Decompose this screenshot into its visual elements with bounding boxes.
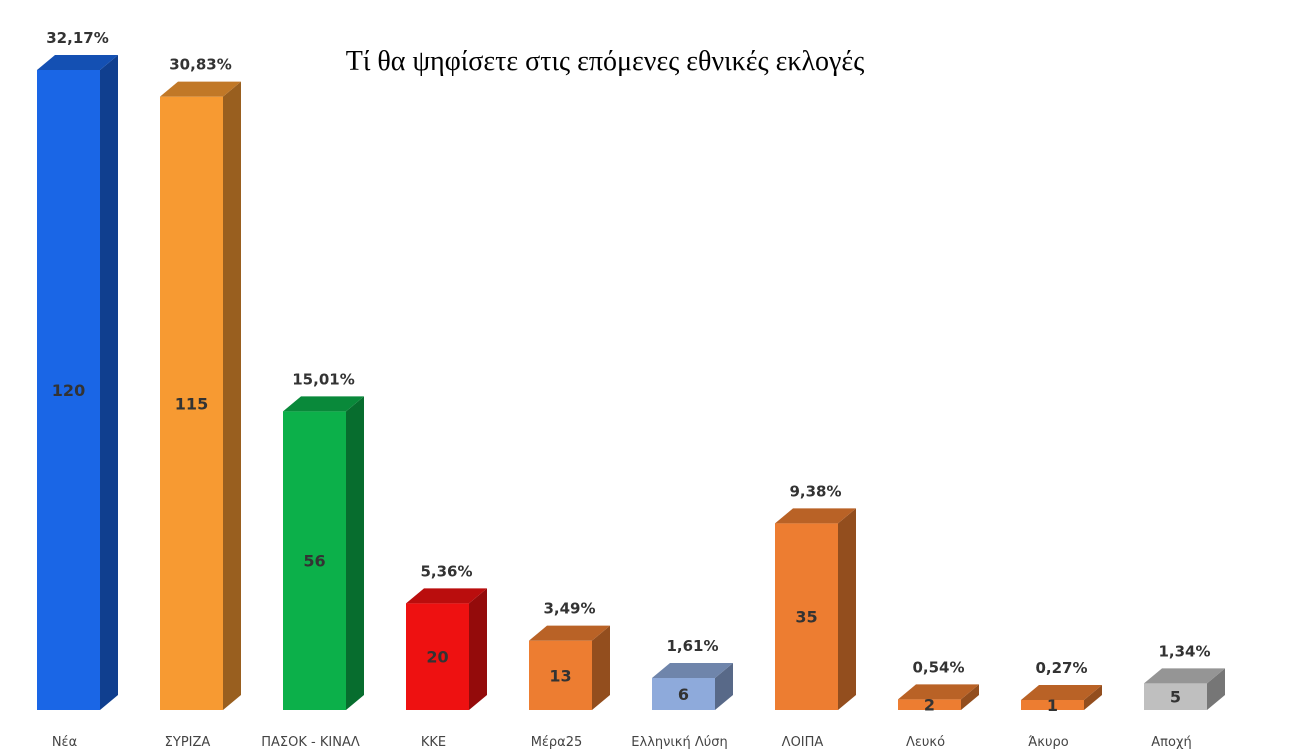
chart-title: Τί θα ψηφίσετε στις επόμενες εθνικές εκλ… xyxy=(346,46,865,77)
value-label-5: 13 xyxy=(549,666,571,685)
bar-1-top xyxy=(37,55,118,70)
category-label-5: Μέρα25 xyxy=(531,735,583,750)
bar-9-front xyxy=(1021,700,1084,710)
bar-8-top xyxy=(898,684,979,700)
bar-9-side xyxy=(1084,685,1102,710)
value-label-6: 6 xyxy=(678,685,689,704)
percent-label-8: 0,54% xyxy=(912,658,964,676)
bar-1-side xyxy=(100,55,118,710)
bar-6-front xyxy=(652,678,715,710)
bar-2-front xyxy=(160,96,223,710)
category-label-2: ΣΥΡΙΖΑ xyxy=(165,735,211,750)
percent-label-7: 9,38% xyxy=(789,482,841,500)
percent-label-4: 5,36% xyxy=(420,562,472,580)
bar-2-top xyxy=(160,81,241,97)
bar-3-top xyxy=(283,396,364,412)
percent-label-1: 32,17% xyxy=(46,29,108,47)
value-label-9: 1 xyxy=(1047,696,1058,715)
category-label-8: Λευκό xyxy=(906,735,945,750)
category-label-9: Άκυρο xyxy=(1028,735,1068,750)
category-label-1: Νέα xyxy=(52,735,77,750)
value-label-2: 115 xyxy=(175,394,208,413)
bar-2-side xyxy=(223,81,241,710)
bar-6-top xyxy=(652,663,733,678)
bar-7-top xyxy=(775,508,856,524)
percent-label-3: 15,01% xyxy=(292,370,354,388)
bar-8-side xyxy=(961,684,979,710)
bar-7-side xyxy=(838,508,856,710)
category-label-7: ΛΟΙΠΑ xyxy=(782,735,824,750)
bar-5-front xyxy=(529,640,592,710)
category-label-3: ΠΑΣΟΚ - ΚΙΝΑΛ xyxy=(261,735,360,750)
bar-10-side xyxy=(1207,668,1225,710)
bar-4-side xyxy=(469,588,487,710)
value-label-3: 56 xyxy=(303,552,325,571)
bar-3-side xyxy=(346,396,364,710)
bar-10-top xyxy=(1144,668,1225,684)
bar-8-front xyxy=(898,699,961,710)
bar-10-front xyxy=(1144,683,1207,710)
percent-label-10: 1,34% xyxy=(1158,642,1210,660)
bar-7-front xyxy=(775,523,838,710)
category-label-10: Αποχή xyxy=(1151,735,1191,750)
bars-group: 12032,17%Νέα11530,83%ΣΥΡΙΖΑ5615,01%ΠΑΣΟΚ… xyxy=(37,29,1225,750)
value-label-1: 120 xyxy=(52,381,85,400)
bar-5-top xyxy=(529,625,610,641)
value-label-7: 35 xyxy=(795,608,817,627)
bar-4-top xyxy=(406,588,487,604)
bar-5-side xyxy=(592,625,610,710)
percent-label-9: 0,27% xyxy=(1035,659,1087,677)
category-label-4: ΚΚΕ xyxy=(421,735,446,750)
bar-3-front xyxy=(283,411,346,710)
bar-9-top xyxy=(1021,685,1102,700)
value-label-4: 20 xyxy=(426,648,448,667)
percent-label-2: 30,83% xyxy=(169,56,231,74)
bar-4-front xyxy=(406,603,469,710)
value-label-10: 5 xyxy=(1170,688,1181,707)
bar-1-front xyxy=(37,70,100,710)
value-label-8: 2 xyxy=(924,696,935,715)
category-label-6: Ελληνική Λύση xyxy=(631,735,727,750)
percent-label-5: 3,49% xyxy=(543,600,595,618)
percent-label-6: 1,61% xyxy=(666,637,718,655)
bar-6-side xyxy=(715,663,733,710)
